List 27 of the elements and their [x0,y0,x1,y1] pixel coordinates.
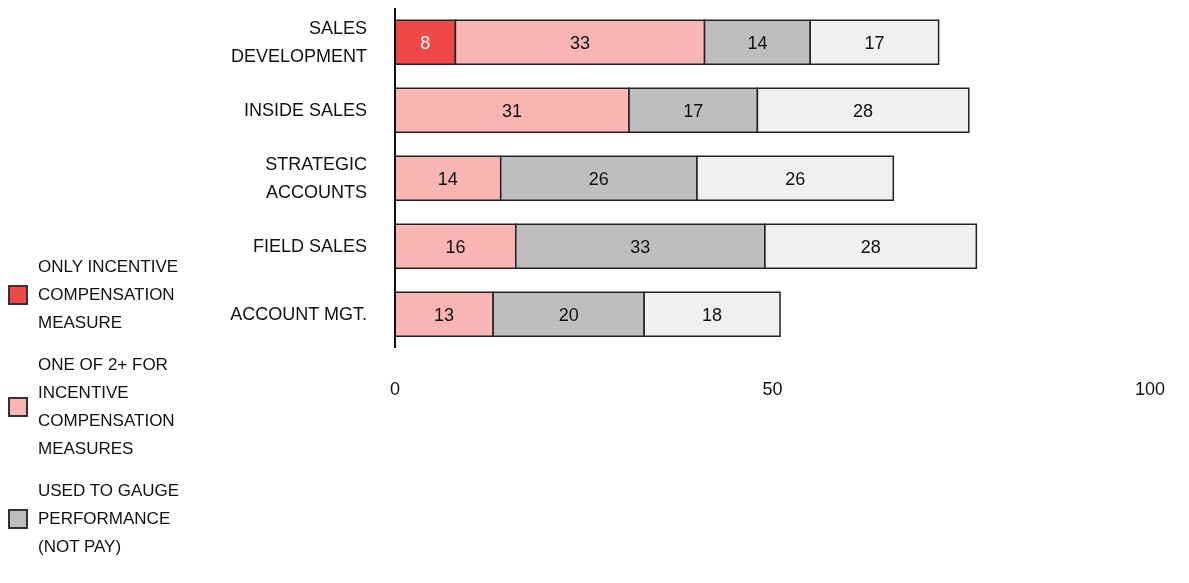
data-label: 31 [502,100,523,121]
data-label: 26 [785,168,806,189]
data-label: 20 [558,304,579,325]
data-label: 16 [445,236,466,257]
x-tick-label: 50 [762,378,783,399]
x-tick-label: 0 [389,378,401,399]
data-label: 33 [569,32,590,53]
data-label: 14 [747,32,768,53]
y-tick-label: ACCOUNT MGT. [230,304,367,324]
data-label: 28 [860,236,881,257]
y-tick-label: STRATEGIC ACCOUNTS [265,154,367,202]
data-label: 18 [702,304,723,325]
data-label: 13 [434,304,455,325]
y-tick-label: FIELD SALES [252,236,367,256]
data-label: 28 [853,100,874,121]
legend-label: ONLY INCENTIVE COMPENSATION MEASURE [38,256,180,334]
data-label: 14 [437,168,458,189]
data-label: 33 [630,236,651,257]
legend-label: USED TO GAUGE PERFORMANCE (NOT PAY) [38,480,181,558]
x-tick-label: 100 [1134,378,1166,399]
legend-label: ONE OF 2+ FOR INCENTIVE COMPENSATION MEASURES [38,354,176,460]
y-tick-label: SALES DEVELOPMENT [230,18,367,66]
data-label: 8 [420,32,431,53]
data-label: 26 [588,168,609,189]
data-label: 17 [683,100,704,121]
y-tick-label: INSIDE SALES [243,100,367,120]
data-label: 17 [864,32,885,53]
